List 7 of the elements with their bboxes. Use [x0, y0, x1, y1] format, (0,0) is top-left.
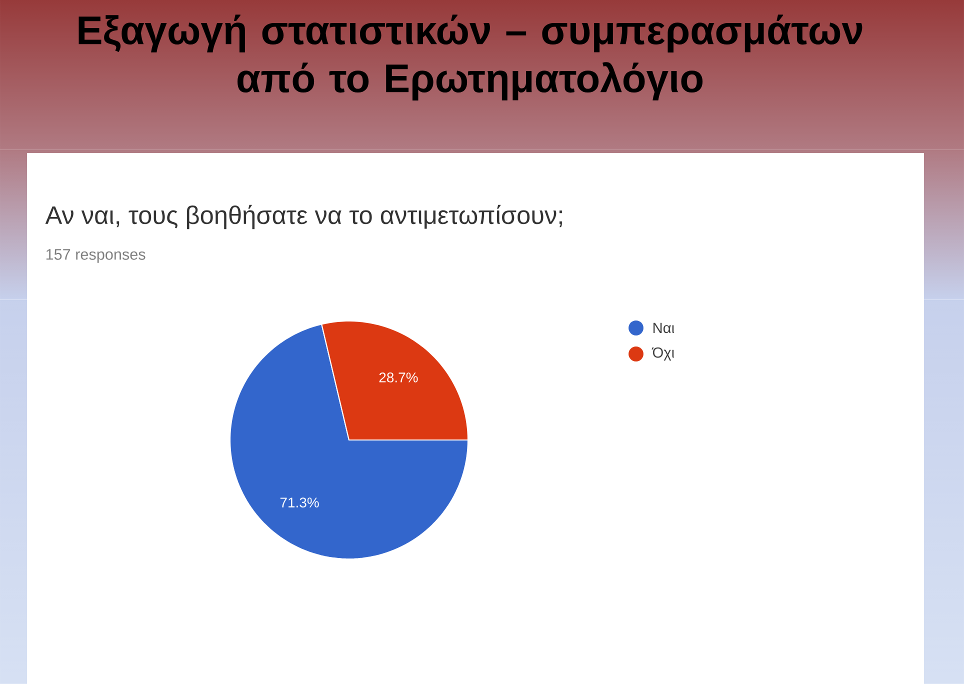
legend-label: Ναι	[653, 322, 674, 334]
text: Εξαγωγή στατιστικών – συμπερασμάτων από το Ερωτηματολόγιο	[78, 14, 862, 100]
chart-title: Αν ναι, τους βοηθήσατε να το αντιμετωπίσουν;	[45, 204, 562, 230]
data-label: 71.3%	[280, 498, 319, 508]
text: 157 responses	[46, 249, 146, 263]
data-label: 28.7%	[379, 372, 418, 382]
legend-label: Όχι	[652, 347, 674, 361]
